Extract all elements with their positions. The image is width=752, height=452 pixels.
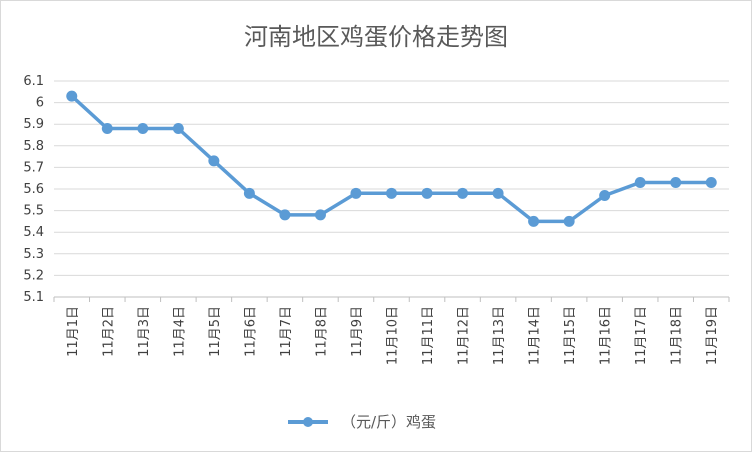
x-tick-label: 11月6日 [243,306,258,357]
y-tick-label: 5.6 [23,182,44,197]
gridlines [54,80,729,276]
data-point [528,215,540,227]
data-point [599,189,611,201]
x-tick-label: 11月7日 [279,306,294,357]
data-point [563,215,575,227]
x-tick-label: 11月3日 [137,306,152,357]
y-tick-label: 5.3 [23,247,44,262]
x-tick-label: 11月15日 [563,306,578,365]
data-point [705,177,717,189]
y-tick-label: 5.1 [23,290,44,305]
x-tick-label: 11月1日 [66,306,81,357]
data-point [243,187,255,199]
chart-title: 河南地区鸡蛋价格走势图 [244,23,508,51]
legend-marker-swatch [303,417,313,427]
y-axis: 5.1 5.2 5.3 5.4 5.5 5.6 5.7 5.8 5.9 6 6.1 [23,74,44,305]
data-point [386,187,397,199]
x-tick-label: 11月14日 [528,306,543,365]
x-tick-label: 11月10日 [386,306,401,365]
data-point [172,123,184,135]
y-tick-label: 5.5 [23,204,44,219]
data-point [279,209,291,221]
data-point [492,187,504,199]
x-tick-label: 11月9日 [350,306,365,357]
y-tick-label: 5.9 [23,117,44,132]
y-tick-label: 6 [36,96,44,111]
x-axis: 11月1日 11月2日 11月3日 11月4日 11月5日 11月6日 11月7日 11月8日… [53,296,730,365]
legend-label: （元/斤）鸡蛋 [341,413,436,431]
x-tick-label: 11月17日 [634,306,649,365]
y-tick-label: 5.2 [23,268,44,283]
data-point [66,90,78,102]
x-tick-label: 11月16日 [599,306,614,365]
x-tick-label: 11月4日 [172,306,187,357]
x-tick-label: 11月19日 [705,306,720,365]
data-point [457,187,469,199]
legend: （元/斤）鸡蛋 [288,413,436,431]
data-point [421,187,433,199]
data-point [350,187,362,199]
x-tick-label: 11月18日 [670,306,685,365]
data-point [670,177,682,189]
data-point [314,209,326,221]
data-point [208,155,220,167]
x-tick-label: 11月11日 [421,306,436,365]
x-tick-label: 11月5日 [208,306,223,357]
x-tick-label: 11月13日 [492,306,507,365]
data-point [634,177,646,189]
y-tick-label: 5.7 [23,160,44,175]
y-tick-label: 6.1 [23,74,44,89]
series-line [70,94,713,224]
data-point [101,123,113,135]
data-point [137,123,149,135]
x-tick-label: 11月12日 [457,306,472,365]
y-tick-label: 5.8 [23,139,44,154]
x-tick-label: 11月8日 [314,306,329,357]
x-tick-label: 11月2日 [101,306,116,357]
series-layer [66,90,717,227]
y-tick-label: 5.4 [23,225,44,240]
